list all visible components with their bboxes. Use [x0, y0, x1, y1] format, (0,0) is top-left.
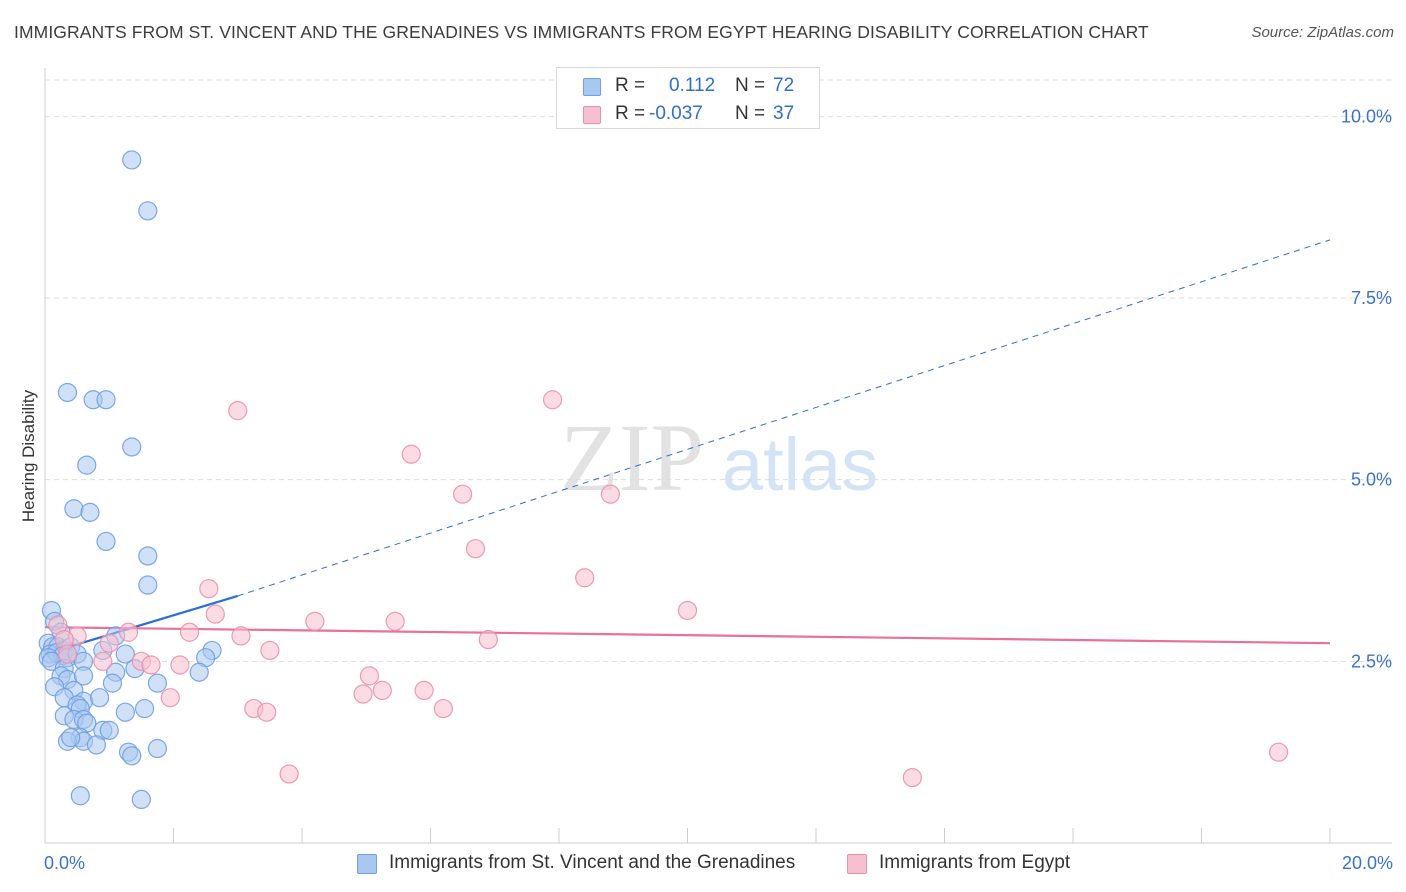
source-credit: Source: ZipAtlas.com: [1251, 24, 1394, 41]
pink-point: [260, 640, 280, 661]
pink-point: [118, 622, 139, 642]
blue-point: [96, 390, 116, 410]
pink-point: [1268, 742, 1289, 762]
r-label: R =: [615, 75, 646, 96]
pink-point: [99, 633, 119, 653]
blue-point: [138, 201, 158, 221]
tick-labels: 2.5% 5.0% 7.5% 10.0% 0.0% 20.0%: [44, 106, 1393, 873]
blue-point: [102, 673, 123, 693]
blue-point: [189, 662, 209, 682]
pink-point: [372, 680, 392, 701]
pink-swatch: [583, 106, 601, 124]
y-axis-label: Hearing Disability: [19, 389, 38, 522]
n-value: 72: [773, 75, 795, 96]
blue-point: [86, 735, 107, 755]
pink-point: [170, 655, 190, 675]
pink-point: [199, 579, 219, 599]
n-label: N =: [735, 75, 766, 96]
pink-point: [453, 484, 473, 504]
pink-point: [279, 764, 299, 784]
blue-point: [122, 746, 142, 766]
y-tick-label: 10.0%: [1341, 106, 1392, 126]
blue-point: [147, 738, 168, 759]
blue-point: [73, 666, 94, 686]
y-tick-label: 5.0%: [1351, 470, 1392, 490]
pink-point: [414, 680, 434, 701]
n-value: 37: [773, 103, 795, 124]
pink-point: [305, 611, 325, 631]
blue-point: [138, 546, 158, 566]
pink-point: [231, 626, 251, 646]
blue-point: [61, 728, 81, 748]
blue-point: [80, 502, 100, 522]
pink-swatch: [847, 854, 867, 874]
blue-point: [134, 698, 155, 719]
series-legend: Immigrants from St. Vincent and the Gren…: [0, 852, 1406, 878]
pink-point: [575, 568, 595, 588]
data-points: [38, 150, 1289, 810]
chart-title: IMMIGRANTS FROM ST. VINCENT AND THE GREN…: [14, 22, 1149, 42]
pink-point: [93, 651, 113, 671]
blue-point: [122, 437, 142, 457]
blue-trend-extension: [237, 239, 1331, 597]
blue-point: [115, 644, 135, 664]
pink-point: [385, 611, 405, 631]
gridlines: [45, 79, 1392, 662]
r-value: -0.037: [649, 103, 703, 124]
pink-point: [228, 401, 248, 421]
blue-swatch: [357, 854, 377, 874]
pink-point: [179, 622, 200, 642]
blue-point: [64, 499, 84, 519]
pink-point: [160, 688, 180, 708]
y-tick-label: 2.5%: [1351, 651, 1392, 671]
blue-point: [147, 673, 168, 693]
correlation-legend: R = 0.112 N = 72 R = -0.037 N = 37: [556, 67, 820, 129]
watermark-zip: ZIP: [560, 404, 704, 511]
blue-point: [115, 702, 135, 722]
pink-point: [600, 484, 621, 504]
pink-point: [359, 666, 380, 686]
pink-point: [677, 600, 698, 621]
legend-label: Immigrants from St. Vincent and the Gren…: [389, 852, 796, 873]
pink-point: [205, 604, 225, 624]
x-tick-label-end: 20.0%: [1342, 853, 1393, 873]
pink-point: [57, 644, 78, 664]
blue-point: [77, 455, 97, 475]
pink-point: [902, 767, 922, 788]
pink-point: [257, 702, 277, 722]
blue-point: [131, 789, 151, 810]
x-tick-label-start: 0.0%: [44, 853, 85, 873]
blue-point: [138, 575, 158, 595]
blue-point: [70, 786, 90, 806]
pink-point: [353, 684, 373, 704]
watermark-atlas: atlas: [722, 423, 878, 506]
r-label: R =: [615, 103, 646, 124]
blue-point: [122, 150, 142, 170]
blue-point: [57, 382, 78, 403]
y-tick-label: 7.5%: [1351, 288, 1392, 308]
axes: [44, 68, 1392, 844]
pink-trend-line: [44, 626, 1331, 645]
pink-point: [433, 698, 453, 719]
pink-point: [542, 390, 563, 410]
legend-label: Immigrants from Egypt: [879, 852, 1071, 873]
pink-point: [401, 444, 421, 464]
r-value: 0.112: [669, 75, 716, 96]
pink-point: [478, 629, 498, 650]
blue-point: [96, 531, 116, 552]
blue-point: [99, 720, 119, 740]
blue-point: [90, 688, 110, 708]
blue-swatch: [583, 78, 601, 96]
n-label: N =: [735, 103, 766, 124]
watermark: ZIP atlas: [560, 404, 878, 511]
pink-point: [465, 539, 486, 559]
pink-point: [141, 655, 161, 675]
